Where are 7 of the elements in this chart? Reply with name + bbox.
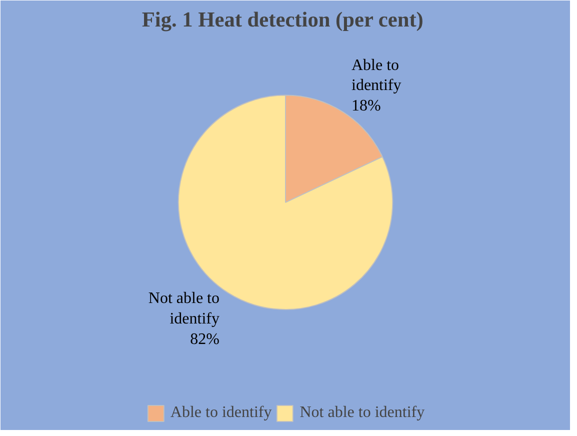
slice-label: Not able to identify [148,290,220,328]
chart-title: Fig. 1 Heat detection (per cent) [142,8,424,32]
slice-label: Able to identify [351,56,402,94]
data-label: 82% [190,330,220,348]
legend-label: Able to identify [170,404,272,422]
legend-label: Not able to identify [300,404,425,422]
data-label: 18% [351,98,381,115]
